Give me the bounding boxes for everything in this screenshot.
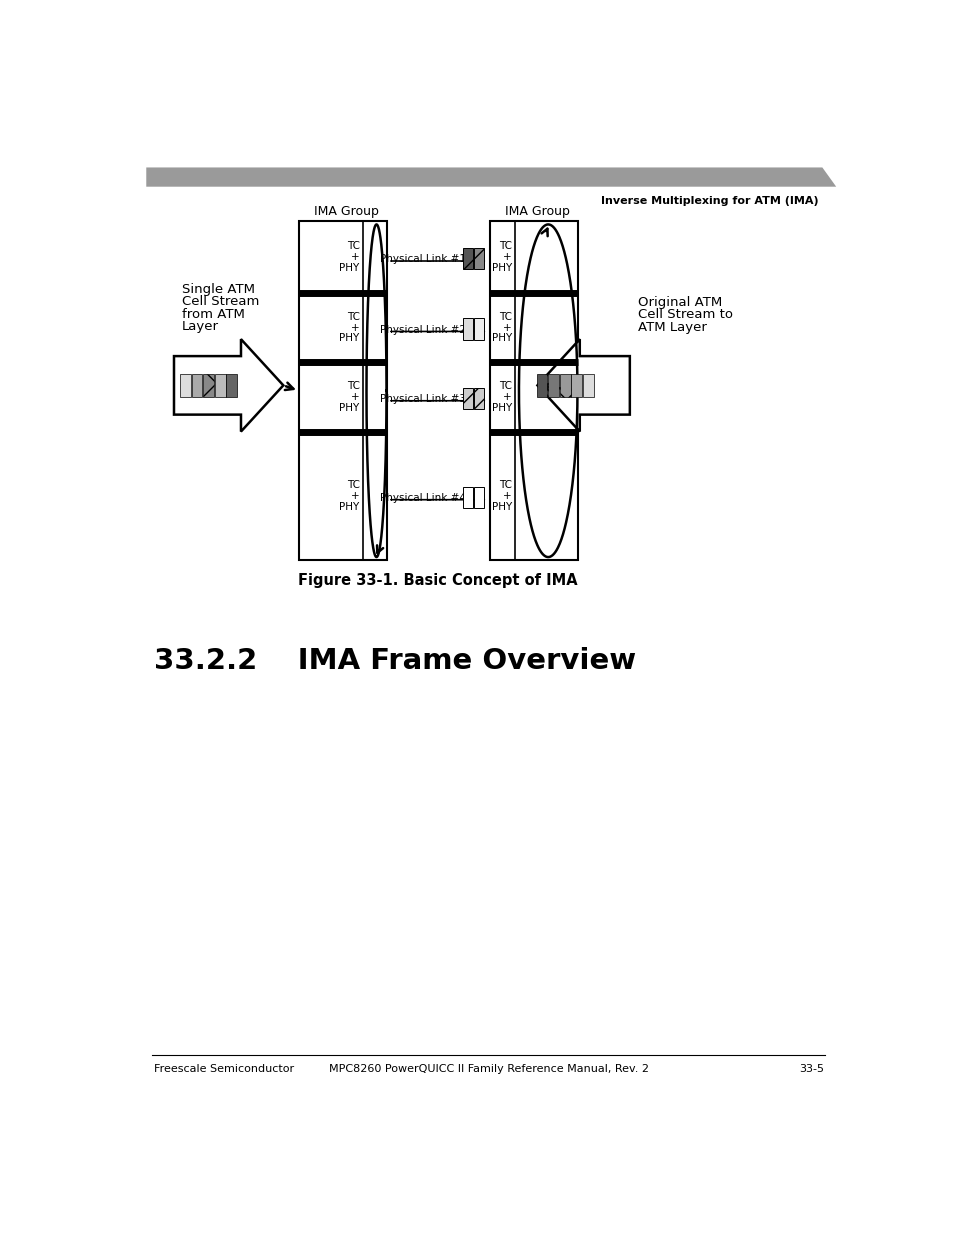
Bar [214,374,225,396]
Text: IMA Group: IMA Group [314,205,379,217]
Text: TC
+
PHY: TC + PHY [339,382,359,412]
Bar [462,388,473,409]
Text: IMA Group: IMA Group [505,205,570,217]
Text: Physical Link #1: Physical Link #1 [379,254,466,264]
Text: TC
+
PHY: TC + PHY [339,480,359,511]
Text: Layer: Layer [181,320,218,333]
Text: TC
+
PHY: TC + PHY [491,311,512,343]
Bar [473,319,483,340]
Text: 33-5: 33-5 [798,1065,823,1074]
Text: Freescale Semiconductor: Freescale Semiconductor [153,1065,294,1074]
Bar [462,487,473,508]
Bar [462,319,473,340]
Polygon shape [146,168,836,186]
Bar [298,221,387,561]
Polygon shape [537,340,629,431]
Text: ATM Layer: ATM Layer [637,321,705,333]
Text: Physical Link #4: Physical Link #4 [379,493,466,503]
Text: Figure 33-1. Basic Concept of IMA: Figure 33-1. Basic Concept of IMA [297,573,577,588]
Text: 33.2.2    IMA Frame Overview: 33.2.2 IMA Frame Overview [153,647,636,676]
Bar [203,374,213,396]
Text: TC
+
PHY: TC + PHY [339,241,359,273]
Text: Physical Link #2: Physical Link #2 [379,325,466,335]
Bar [582,374,593,396]
Bar [473,388,483,409]
Text: MPC8260 PowerQUICC II Family Reference Manual, Rev. 2: MPC8260 PowerQUICC II Family Reference M… [329,1065,648,1074]
Bar [473,248,483,269]
Text: Cell Stream: Cell Stream [181,295,259,309]
Text: Original ATM: Original ATM [637,296,721,309]
Text: Physical Link #3: Physical Link #3 [379,394,466,404]
Text: TC
+
PHY: TC + PHY [491,382,512,412]
Bar [192,374,202,396]
Bar [226,374,237,396]
Bar [489,221,578,561]
Text: TC
+
PHY: TC + PHY [491,480,512,511]
Bar [180,374,191,396]
Polygon shape [173,340,283,431]
Text: Single ATM: Single ATM [181,283,254,296]
Bar [571,374,581,396]
Text: from ATM: from ATM [181,308,244,321]
Bar [473,487,483,508]
Text: TC
+
PHY: TC + PHY [491,241,512,273]
Bar [559,374,570,396]
Text: Cell Stream to: Cell Stream to [637,309,732,321]
Text: TC
+
PHY: TC + PHY [339,311,359,343]
Bar [537,374,547,396]
Bar [548,374,558,396]
Text: Inverse Multiplexing for ATM (IMA): Inverse Multiplexing for ATM (IMA) [600,196,818,206]
Bar [462,248,473,269]
